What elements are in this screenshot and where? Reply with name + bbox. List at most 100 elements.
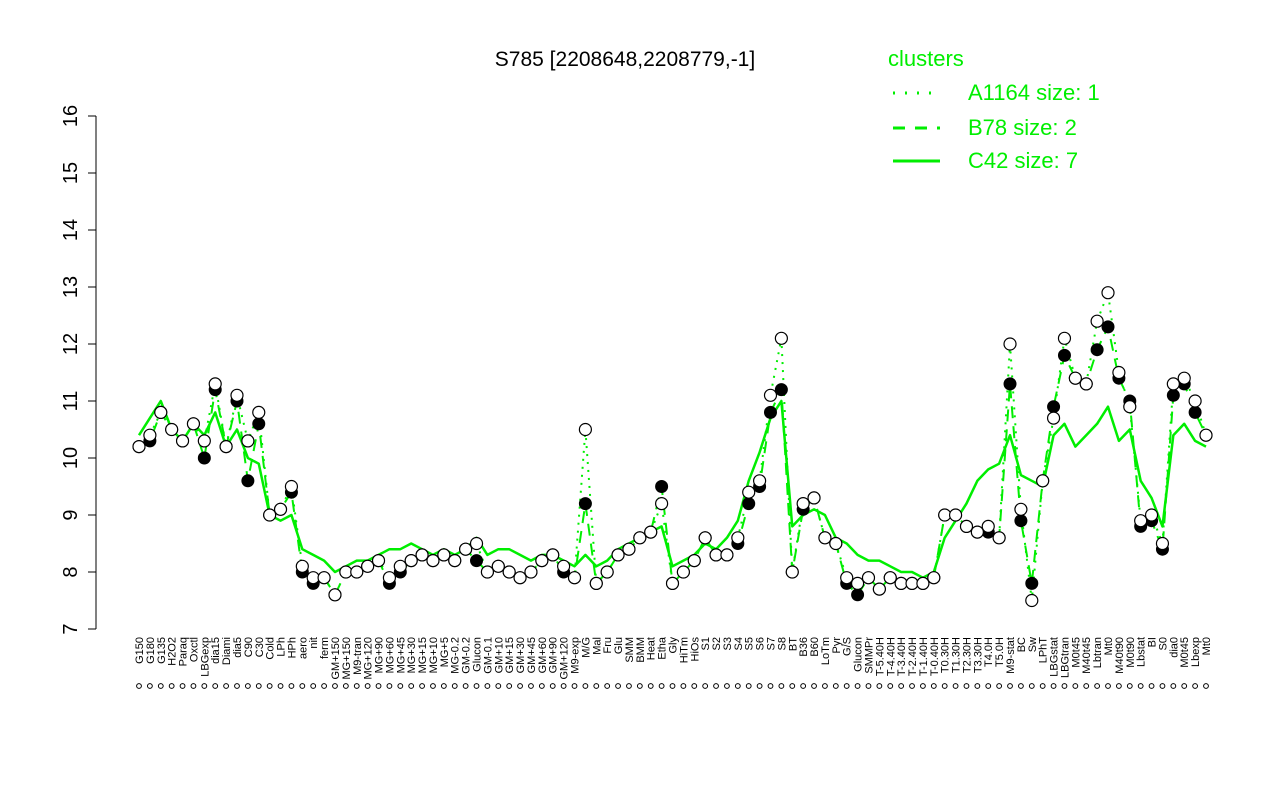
x-rug-mark <box>996 683 1003 689</box>
x-rug-mark <box>887 683 894 689</box>
data-point-light <box>328 588 342 602</box>
x-tick-label: T5.0H <box>994 637 1006 667</box>
x-rug-mark <box>691 683 698 689</box>
x-tick-label: GM-0.1 <box>482 637 494 674</box>
data-point-light <box>1090 314 1104 328</box>
data-point-dark <box>1101 320 1115 334</box>
x-rug-mark <box>636 683 643 689</box>
legend-title: clusters <box>888 46 964 71</box>
x-tick-label: G135 <box>156 637 168 664</box>
x-tick-label: T2.30H <box>961 637 973 673</box>
x-tick-label: GM+90 <box>548 637 560 673</box>
x-tick-label: T-0.40H <box>929 637 941 676</box>
x-rug-mark <box>920 683 926 689</box>
data-point-light <box>970 525 984 539</box>
x-rug-mark <box>136 683 142 689</box>
x-rug-mark <box>1039 683 1046 689</box>
data-point-light <box>992 531 1006 545</box>
x-tick-label: Paraq <box>178 637 190 666</box>
x-rug-mark <box>212 683 219 689</box>
x-tick-label: T3.30H <box>972 637 984 673</box>
x-rug-mark <box>528 683 534 689</box>
data-point-light <box>143 428 157 442</box>
data-point-dark <box>578 497 592 511</box>
x-tick-label: GM+15 <box>504 637 516 673</box>
x-tick-label: MG-0.2 <box>450 637 462 674</box>
x-tick-label: M40t90 <box>1114 637 1126 674</box>
data-point-dark <box>1090 343 1104 357</box>
data-point-light <box>622 542 636 556</box>
x-rug-mark <box>288 683 295 689</box>
x-rug-mark <box>549 683 556 689</box>
x-tick-label: H2O2 <box>167 637 179 666</box>
data-point-dark <box>241 474 255 488</box>
data-point-light <box>1025 593 1039 608</box>
x-rug-mark <box>266 683 273 689</box>
data-point-light <box>1177 371 1191 385</box>
data-point-light <box>774 331 788 345</box>
y-tick-label: 12 <box>60 333 82 355</box>
x-axis: G150G180G135H2O2ParaqOxctlLBGexpdia15Dia… <box>134 636 1213 689</box>
data-point-light <box>676 565 690 579</box>
x-tick-label: G150 <box>134 637 146 664</box>
x-tick-label: GM-0.2 <box>461 637 473 674</box>
x-tick-label: LBGstat <box>1049 637 1061 677</box>
data-point-light <box>1144 508 1159 522</box>
data-point-light <box>578 422 592 437</box>
x-rug-mark <box>756 683 763 689</box>
x-rug-mark <box>321 683 327 689</box>
x-rug-mark <box>386 683 393 689</box>
data-point-light <box>1134 514 1148 528</box>
legend-item-c42: C42 size: 7 <box>968 148 1078 173</box>
x-rug-mark <box>647 683 654 689</box>
x-rug-mark <box>1126 683 1133 689</box>
x-tick-label: LBGexp <box>199 637 211 677</box>
x-tick-label: M40t45 <box>1081 637 1093 674</box>
data-point-light <box>883 571 897 585</box>
x-tick-label: Sw <box>1027 637 1039 652</box>
data-point-light <box>633 531 647 545</box>
x-rug-mark <box>702 683 709 689</box>
data-point-light <box>491 559 505 573</box>
x-tick-label: Fru <box>602 637 614 654</box>
x-tick-label: GM+45 <box>526 637 538 673</box>
x-tick-label: HiOs <box>689 637 701 662</box>
data-point-light <box>350 565 364 579</box>
data-point-light <box>905 576 919 591</box>
data-point-light <box>175 434 190 448</box>
data-point-dark <box>763 405 777 419</box>
x-rug-mark <box>244 683 251 689</box>
data-point-light <box>1003 337 1017 351</box>
x-tick-label: LPhT <box>1038 637 1050 664</box>
x-rug-mark <box>462 683 469 689</box>
data-point-light <box>807 491 821 505</box>
x-rug-mark <box>1203 683 1209 689</box>
x-rug-mark <box>811 683 817 689</box>
x-rug-mark <box>604 683 611 689</box>
series-line-dashed <box>138 325 1207 596</box>
x-rug-mark <box>909 683 915 689</box>
data-point-light <box>448 553 462 568</box>
x-tick-label: S8 <box>776 637 788 650</box>
x-tick-label: LoTm <box>820 637 832 665</box>
x-rug-mark <box>364 683 371 689</box>
x-tick-label: GM+150 <box>330 637 342 680</box>
data-point-dark <box>252 417 266 431</box>
data-point-light <box>1199 428 1213 442</box>
x-rug-mark <box>974 683 981 689</box>
data-point-light <box>371 553 386 568</box>
data-point-light <box>698 531 712 545</box>
data-point-dark <box>1188 405 1202 419</box>
x-rug-mark <box>1148 683 1155 689</box>
x-rug-mark <box>223 683 230 689</box>
x-tick-label: T1.30H <box>951 637 963 673</box>
data-point-light <box>796 497 810 511</box>
data-point-light <box>927 571 941 585</box>
data-point-light <box>197 434 211 448</box>
x-tick-label: Glu <box>613 637 625 654</box>
data-point-light <box>382 571 397 585</box>
x-rug-mark <box>310 683 317 689</box>
x-tick-label: Gly <box>668 637 680 654</box>
series-line-solid <box>137 399 1207 579</box>
data-point-light <box>393 559 407 573</box>
